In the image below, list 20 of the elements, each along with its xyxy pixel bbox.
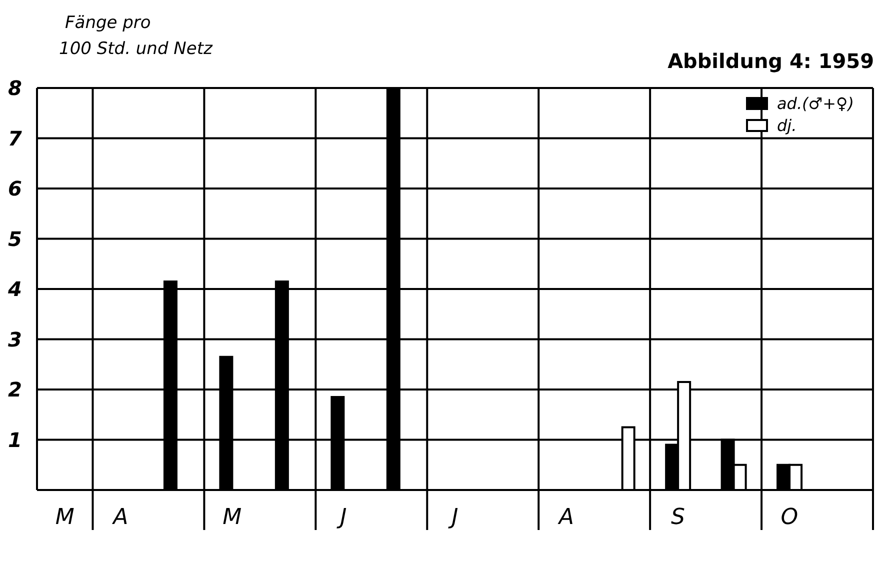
x-tick-label: A (556, 505, 574, 530)
legend-label: dj. (777, 116, 797, 135)
y-tick-label: 6 (8, 176, 22, 200)
y-tick-label: 3 (8, 327, 22, 352)
y-tick-label: 4 (7, 277, 22, 301)
x-tick-label: J (448, 505, 458, 530)
legend-label: ad.(♂+♀) (777, 94, 854, 113)
x-tick-label: A (111, 505, 128, 530)
x-tick-label: M (55, 505, 74, 530)
chart-title: Abbildung 4: 1959 (668, 49, 874, 73)
y-tick-label: 8 (8, 76, 22, 100)
x-tick-label: M (222, 505, 242, 530)
x-tick-label: O (780, 505, 798, 530)
y-tick-label: 1 (8, 428, 22, 452)
x-tick-label: S (670, 505, 685, 530)
x-tick-label: J (336, 505, 347, 530)
y-axis-title: Fänge pro 100 Std. und Netz (59, 13, 214, 59)
y-tick-label: 2 (8, 378, 22, 402)
y-tick-label: 7 (8, 126, 22, 150)
y-tick-label: 5 (8, 226, 22, 251)
